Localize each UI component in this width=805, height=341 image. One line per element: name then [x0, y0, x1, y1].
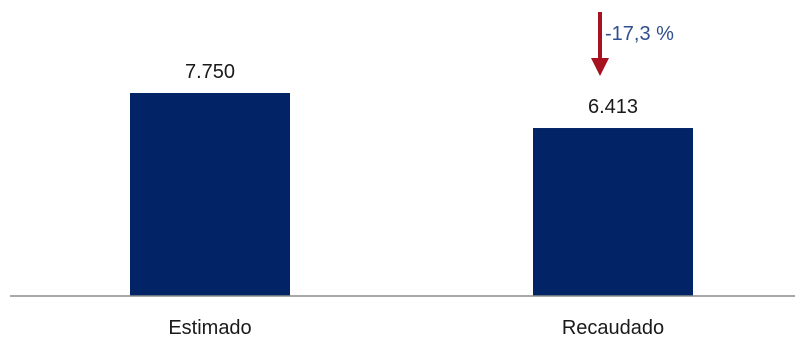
labels-layer: 7.750 Estimado 6.413 Recaudado	[168, 61, 664, 339]
category-label-recaudado: Recaudado	[562, 317, 664, 339]
value-label-recaudado: 6.413	[588, 96, 638, 118]
category-label-estimado: Estimado	[168, 317, 251, 339]
change-annotation: -17,3 %	[591, 12, 674, 77]
bar-estimado	[130, 93, 290, 296]
bar-recaudado	[533, 128, 693, 296]
value-label-estimado: 7.750	[185, 61, 235, 83]
change-annotation-label: -17,3 %	[605, 23, 674, 45]
arrow-head	[591, 58, 609, 77]
bars-layer	[130, 93, 693, 296]
